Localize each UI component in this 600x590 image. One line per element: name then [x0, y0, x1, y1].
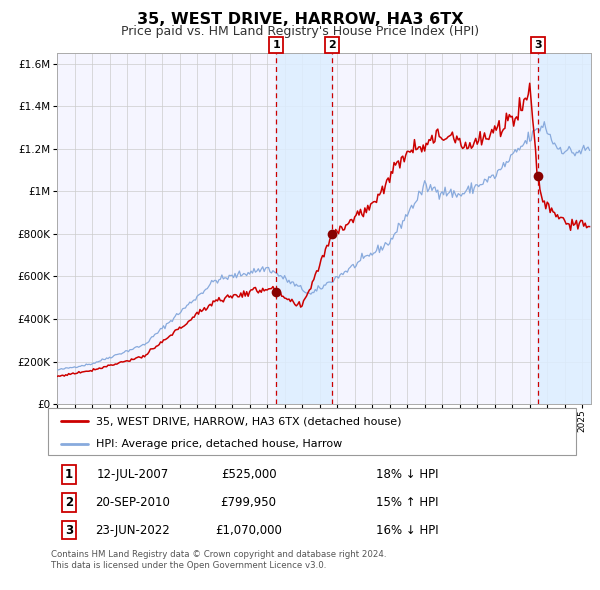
Text: 1: 1	[272, 40, 280, 50]
Text: 18% ↓ HPI: 18% ↓ HPI	[376, 468, 438, 481]
Text: 2: 2	[65, 496, 73, 509]
Bar	[277, 53, 332, 404]
Text: 12-JUL-2007: 12-JUL-2007	[97, 468, 169, 481]
Text: £1,070,000: £1,070,000	[215, 523, 282, 536]
Text: This data is licensed under the Open Government Licence v3.0.: This data is licensed under the Open Gov…	[51, 560, 326, 569]
Text: 20-SEP-2010: 20-SEP-2010	[95, 496, 170, 509]
Text: 3: 3	[534, 40, 542, 50]
Text: 16% ↓ HPI: 16% ↓ HPI	[376, 523, 439, 536]
Text: 2: 2	[328, 40, 336, 50]
Text: 23-JUN-2022: 23-JUN-2022	[95, 523, 170, 536]
Text: Price paid vs. HM Land Registry's House Price Index (HPI): Price paid vs. HM Land Registry's House …	[121, 25, 479, 38]
Text: 15% ↑ HPI: 15% ↑ HPI	[376, 496, 438, 509]
Text: Contains HM Land Registry data © Crown copyright and database right 2024.: Contains HM Land Registry data © Crown c…	[51, 550, 386, 559]
Text: £525,000: £525,000	[221, 468, 277, 481]
Text: HPI: Average price, detached house, Harrow: HPI: Average price, detached house, Harr…	[95, 439, 342, 448]
Text: 1: 1	[65, 468, 73, 481]
Text: 3: 3	[65, 523, 73, 536]
Text: 35, WEST DRIVE, HARROW, HA3 6TX (detached house): 35, WEST DRIVE, HARROW, HA3 6TX (detache…	[95, 417, 401, 427]
Text: £799,950: £799,950	[221, 496, 277, 509]
Text: 35, WEST DRIVE, HARROW, HA3 6TX: 35, WEST DRIVE, HARROW, HA3 6TX	[137, 12, 463, 27]
Bar	[538, 53, 591, 404]
